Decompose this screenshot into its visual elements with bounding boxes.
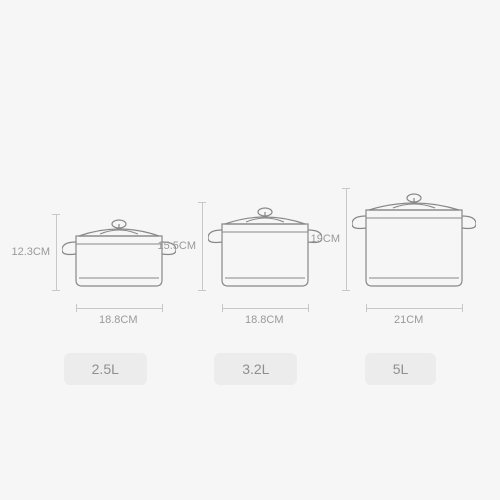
capacity-row: 2.5L 3.2L 5L xyxy=(0,353,500,385)
width-label: 18.8CM xyxy=(245,314,284,326)
dim-tick xyxy=(198,202,206,203)
dim-line-horizontal xyxy=(76,308,162,309)
size-diagram: 12.3CM 18.8CM 15.5CM 18.8CM 19CM 21CM xyxy=(0,0,500,500)
dim-line-vertical xyxy=(202,202,203,290)
dim-tick xyxy=(308,304,309,312)
pot-group xyxy=(352,186,476,295)
height-label: 15.5CM xyxy=(157,240,196,252)
dim-line-horizontal xyxy=(366,308,462,309)
pot-group xyxy=(62,212,176,295)
height-label: 12.3CM xyxy=(11,246,50,258)
dim-tick xyxy=(52,290,60,291)
dim-tick xyxy=(162,304,163,312)
width-label: 21CM xyxy=(394,314,423,326)
height-label: 19CM xyxy=(311,233,340,245)
dim-line-horizontal xyxy=(222,308,308,309)
dim-line-vertical xyxy=(346,188,347,290)
dim-tick xyxy=(198,290,206,291)
dim-tick xyxy=(342,188,350,189)
dim-tick xyxy=(222,304,223,312)
pot-group xyxy=(208,200,322,295)
dim-tick xyxy=(76,304,77,312)
capacity-pill: 3.2L xyxy=(214,353,297,385)
dim-line-vertical xyxy=(56,214,57,290)
dim-tick xyxy=(366,304,367,312)
dim-tick xyxy=(342,290,350,291)
capacity-pill: 2.5L xyxy=(64,353,147,385)
pot-icon xyxy=(352,186,476,290)
dim-tick xyxy=(52,214,60,215)
width-label: 18.8CM xyxy=(99,314,138,326)
capacity-pill: 5L xyxy=(365,353,437,385)
dim-tick xyxy=(462,304,463,312)
pot-icon xyxy=(208,200,322,290)
